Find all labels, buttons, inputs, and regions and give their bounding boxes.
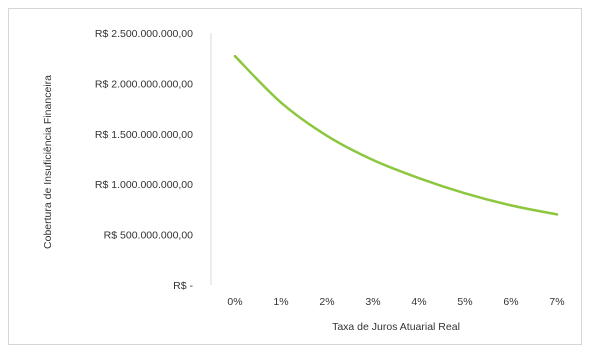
x-tick-label: 4%	[411, 296, 426, 308]
x-axis-title: Taxa de Juros Atuarial Real	[332, 321, 460, 333]
data-point	[417, 176, 421, 180]
y-tick-label: R$ 1.500.000.000,00	[95, 129, 193, 141]
x-tick-label: 2%	[319, 296, 334, 308]
x-tick-label: 3%	[365, 296, 380, 308]
y-axis-title: Cobertura de Insuficiência Financeira	[42, 75, 54, 249]
series-layer	[233, 54, 559, 216]
series-line	[233, 54, 559, 216]
data-point	[325, 134, 329, 138]
data-point	[555, 213, 559, 216]
data-point	[509, 204, 513, 207]
data-point	[233, 54, 237, 58]
x-tick-label: 6%	[503, 296, 518, 308]
data-point	[463, 192, 467, 195]
x-tick-label: 7%	[549, 296, 564, 308]
x-tick-label: 5%	[457, 296, 472, 308]
x-tick-label: 1%	[273, 296, 288, 308]
y-tick-label: R$ 2.000.000.000,00	[95, 78, 193, 90]
y-tick-label: R$ 500.000.000,00	[104, 230, 193, 242]
data-point	[371, 158, 375, 162]
y-tick-label: R$ 1.000.000.000,00	[95, 179, 193, 191]
y-tick-label: R$ 2.500.000.000,00	[95, 28, 193, 40]
x-tick-label: 0%	[227, 296, 242, 308]
x-axis-ticks: 0% 1% 2% 3% 4% 5% 6% 7%	[227, 296, 564, 308]
y-tick-label: R$ -	[173, 280, 193, 292]
y-axis-ticks: R$ - R$ 500.000.000,00 R$ 1.000.000.000,00…	[95, 28, 194, 292]
data-point	[279, 101, 283, 104]
chart-frame	[8, 8, 582, 345]
